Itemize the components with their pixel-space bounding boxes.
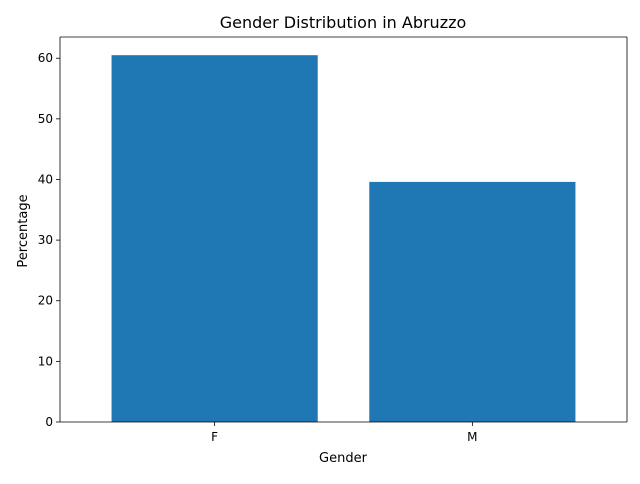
plot-area xyxy=(59,36,628,423)
y-tick-label: 0 xyxy=(45,415,53,429)
y-tick-label: 20 xyxy=(38,294,53,308)
bar-m xyxy=(369,181,576,422)
bar-f xyxy=(111,55,318,422)
y-tick-label: 50 xyxy=(38,112,53,126)
x-tick-label: F xyxy=(211,430,218,444)
x-tick-label: M xyxy=(467,430,477,444)
y-tick-label: 30 xyxy=(38,233,53,247)
y-axis: 0 10 20 30 40 50 60 xyxy=(38,51,60,429)
x-axis-label: Gender xyxy=(319,451,368,466)
y-axis-label: Percentage xyxy=(16,194,31,267)
y-tick-label: 10 xyxy=(38,354,53,368)
chart-title: Gender Distribution in Abruzzo xyxy=(220,13,467,32)
y-tick-label: 40 xyxy=(38,172,53,186)
y-tick-label: 60 xyxy=(38,51,53,65)
